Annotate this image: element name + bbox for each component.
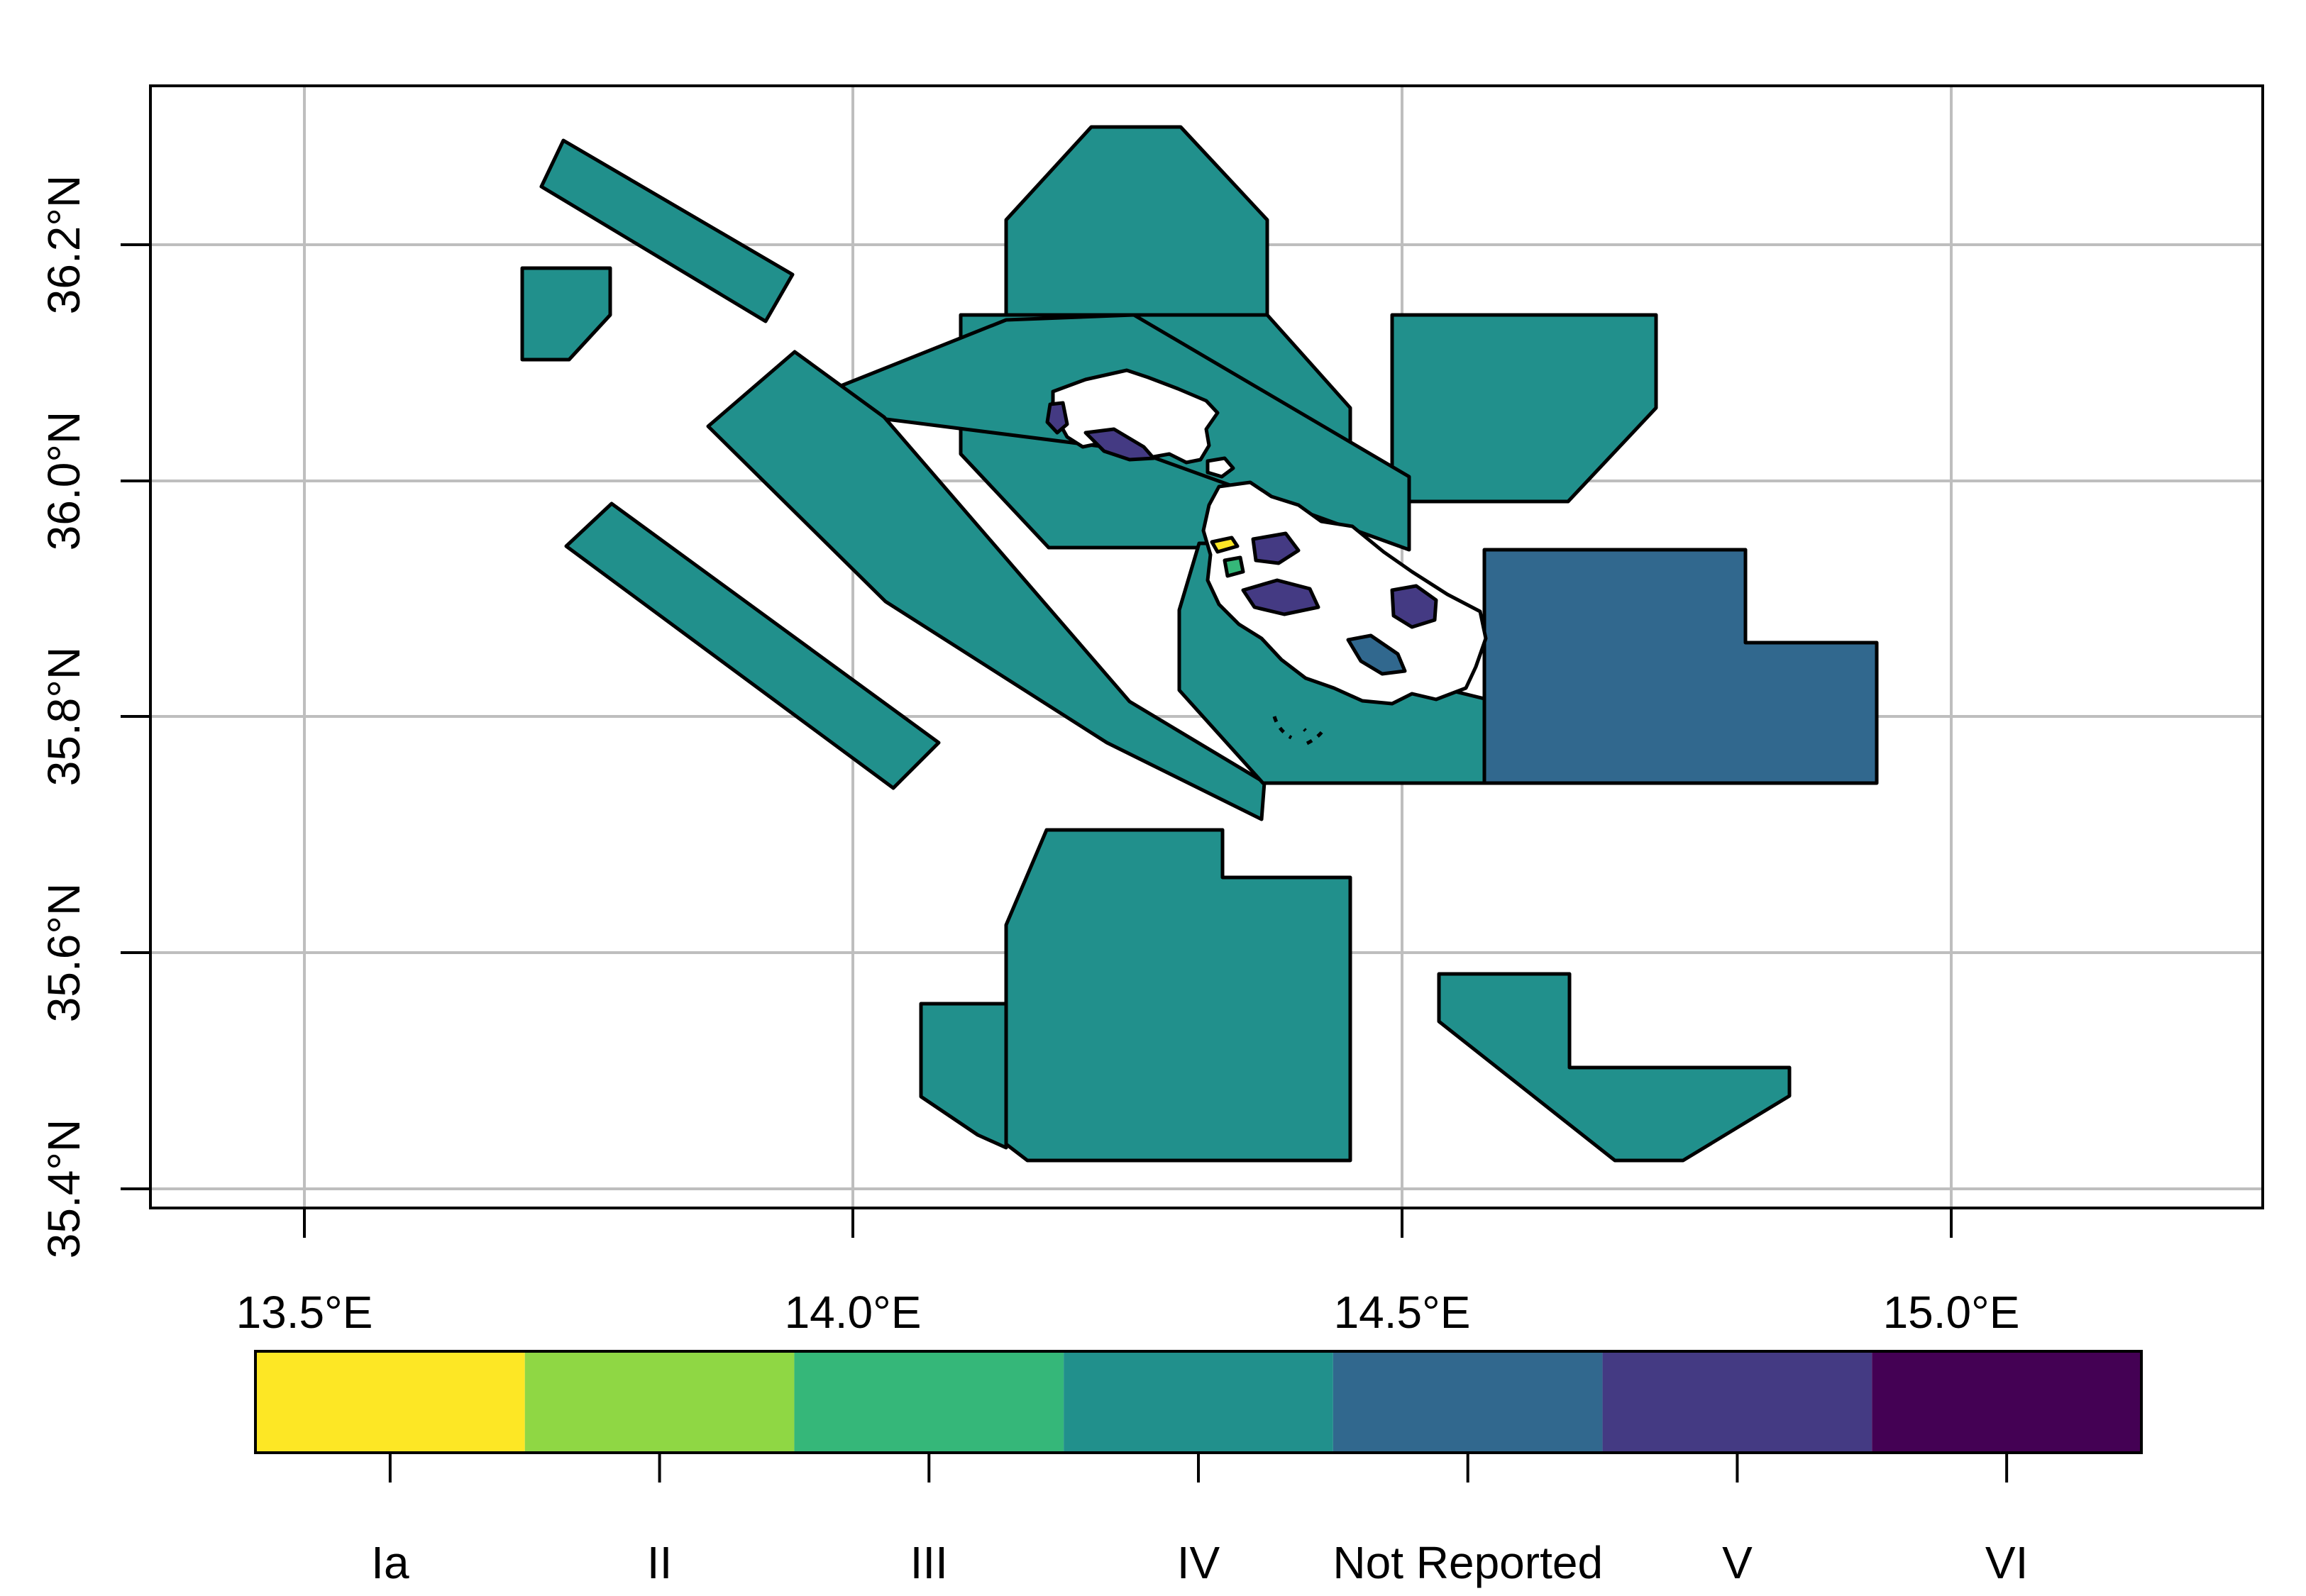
mpa-south-east-wedge	[1437, 972, 1792, 1163]
x-tick-label: 14.5°E	[1334, 1287, 1471, 1338]
malta-coastal-strip	[1223, 555, 1245, 578]
mpa-northwest-strip	[539, 138, 795, 323]
legend-label: IV	[1177, 1537, 1220, 1588]
legend-label: II	[647, 1537, 673, 1588]
plot-frame	[149, 84, 2264, 1209]
legend-swatch	[1333, 1351, 1603, 1453]
mpa-southwest-strip	[564, 501, 941, 790]
legend-label: Ia	[371, 1537, 409, 1588]
comino-island	[1206, 456, 1235, 479]
mpa-south-west-block	[919, 1002, 1008, 1150]
legend-swatch	[1602, 1351, 1872, 1453]
malta-central-reserve	[1241, 578, 1320, 616]
x-axis: 13.5°E 14.0°E 14.5°E 15.0°E	[236, 1208, 2020, 1338]
malta-north-reserve	[1251, 531, 1301, 565]
y-tick-label: 36.0°N	[38, 411, 89, 550]
islands	[1045, 368, 1488, 746]
y-tick-label: 35.4°N	[38, 1119, 89, 1258]
legend-label: Not Reported	[1333, 1537, 1603, 1588]
protected-areas	[520, 125, 1879, 1163]
legend-swatch	[794, 1351, 1064, 1453]
legend-swatch	[1872, 1351, 2141, 1453]
y-tick-label: 35.8°N	[38, 647, 89, 786]
malta-ia-reserve	[1210, 536, 1240, 554]
legend-label: III	[910, 1537, 948, 1588]
legend-label: V	[1722, 1537, 1753, 1588]
legend-swatch	[1064, 1351, 1333, 1453]
gozo-west-reserve	[1045, 401, 1069, 435]
mpa-south-large	[1004, 828, 1352, 1163]
y-axis: 35.4°N 35.6°N 35.8°N 36.0°N 36.2°N	[38, 175, 150, 1258]
x-tick-label: 15.0°E	[1883, 1287, 2020, 1338]
y-tick-label: 35.6°N	[38, 883, 89, 1022]
category-legend: Ia II III IV Not Reported V VI	[254, 1350, 2143, 1588]
mpa-north-octagon	[1004, 125, 1269, 317]
legend-swatch	[255, 1351, 525, 1453]
mpa-west-box	[520, 266, 612, 362]
y-tick-label: 36.2°N	[38, 175, 89, 314]
malta-east-reserve	[1390, 584, 1438, 629]
mpa-east-not-reported	[1482, 548, 1879, 785]
gozo-south-reserve	[1083, 427, 1156, 462]
x-tick-label: 13.5°E	[236, 1287, 373, 1338]
filfla-reef	[1272, 716, 1326, 746]
malta-south-reserve	[1346, 633, 1407, 676]
mpa-northeast-block	[1390, 313, 1658, 504]
legend-frame	[254, 1350, 2143, 1454]
x-tick-label: 14.0°E	[785, 1287, 922, 1338]
legend-label: VI	[1985, 1537, 2028, 1588]
legend-swatch	[524, 1351, 795, 1453]
